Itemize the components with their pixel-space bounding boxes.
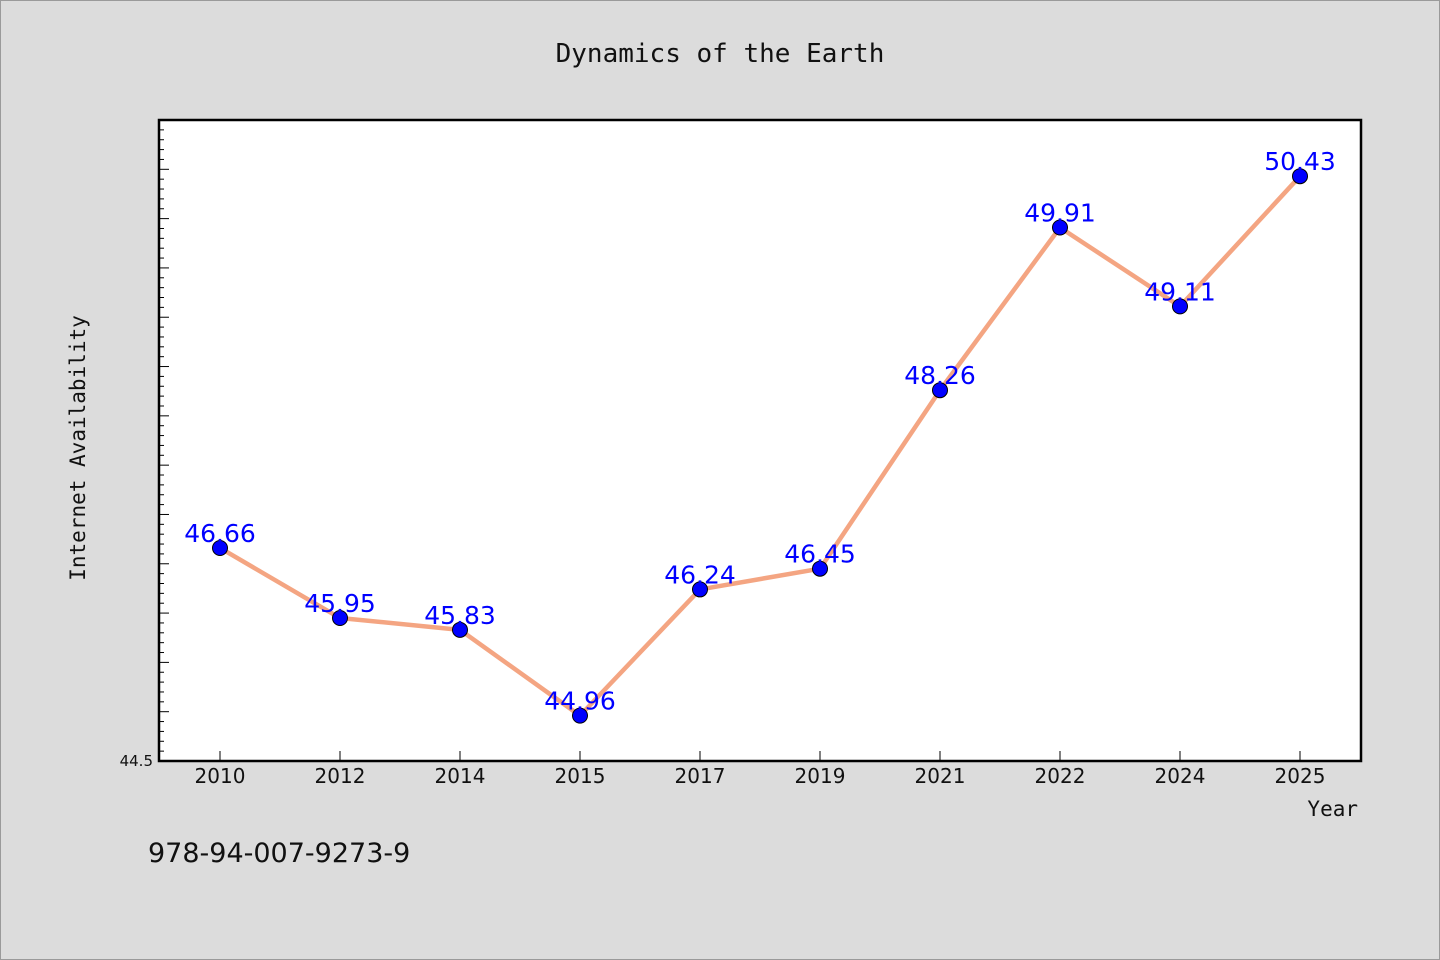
chart-title: Dynamics of the Earth [556, 39, 885, 69]
footer-isbn-text: 978-94-007-9273-9 [148, 838, 410, 869]
x-tick-label: 2025 [1275, 764, 1326, 788]
x-tick-label: 2017 [675, 764, 726, 788]
data-label: 49.11 [1144, 277, 1216, 306]
x-tick-label: 2021 [915, 764, 966, 788]
x-tick-label: 2022 [1035, 764, 1086, 788]
data-label: 50.43 [1264, 147, 1336, 176]
data-point-marker [1172, 298, 1188, 315]
y-axis-ticks: 44.5 [120, 119, 169, 770]
plot-area [157, 118, 1363, 763]
data-point-marker [212, 539, 228, 556]
data-point-marker [932, 382, 948, 399]
data-point-marker [332, 610, 348, 627]
x-tick-label: 2014 [435, 764, 486, 788]
y-axis-title: Internet Availability [66, 315, 90, 581]
data-point-marker [452, 621, 468, 638]
data-point-marker [1052, 219, 1068, 236]
data-label: 46.66 [184, 519, 256, 548]
x-tick-label: 2010 [195, 764, 246, 788]
data-label: 46.45 [784, 540, 856, 569]
x-tick-label: 2024 [1155, 764, 1206, 788]
x-axis-ticks: 2010 2012 2014 2015 2017 2019 2021 2022 2024 2025 [195, 751, 1326, 788]
data-label: 44.96 [544, 687, 616, 716]
y-tick-label: 44.5 [120, 752, 153, 770]
data-point-marker [572, 707, 588, 724]
data-point-marker [692, 581, 708, 598]
data-label: 48.26 [904, 361, 976, 390]
data-label: 46.24 [664, 560, 736, 589]
series-line [217, 173, 1303, 718]
data-point-marker [812, 560, 828, 577]
data-label: 49.91 [1024, 198, 1096, 227]
x-tick-label: 2019 [795, 764, 846, 788]
x-axis-title: Year [1307, 797, 1358, 821]
data-label: 45.83 [424, 601, 496, 630]
data-point-marker [1292, 168, 1308, 185]
series-line-group [217, 173, 1303, 718]
x-tick-label: 2012 [315, 764, 366, 788]
x-tick-label: 2015 [555, 764, 606, 788]
data-labels-group: 46.66 45.95 45.83 44.96 46.24 46.45 48.26 49.91… [184, 147, 1336, 715]
data-label: 45.95 [304, 589, 376, 618]
markers-group [212, 168, 1308, 724]
